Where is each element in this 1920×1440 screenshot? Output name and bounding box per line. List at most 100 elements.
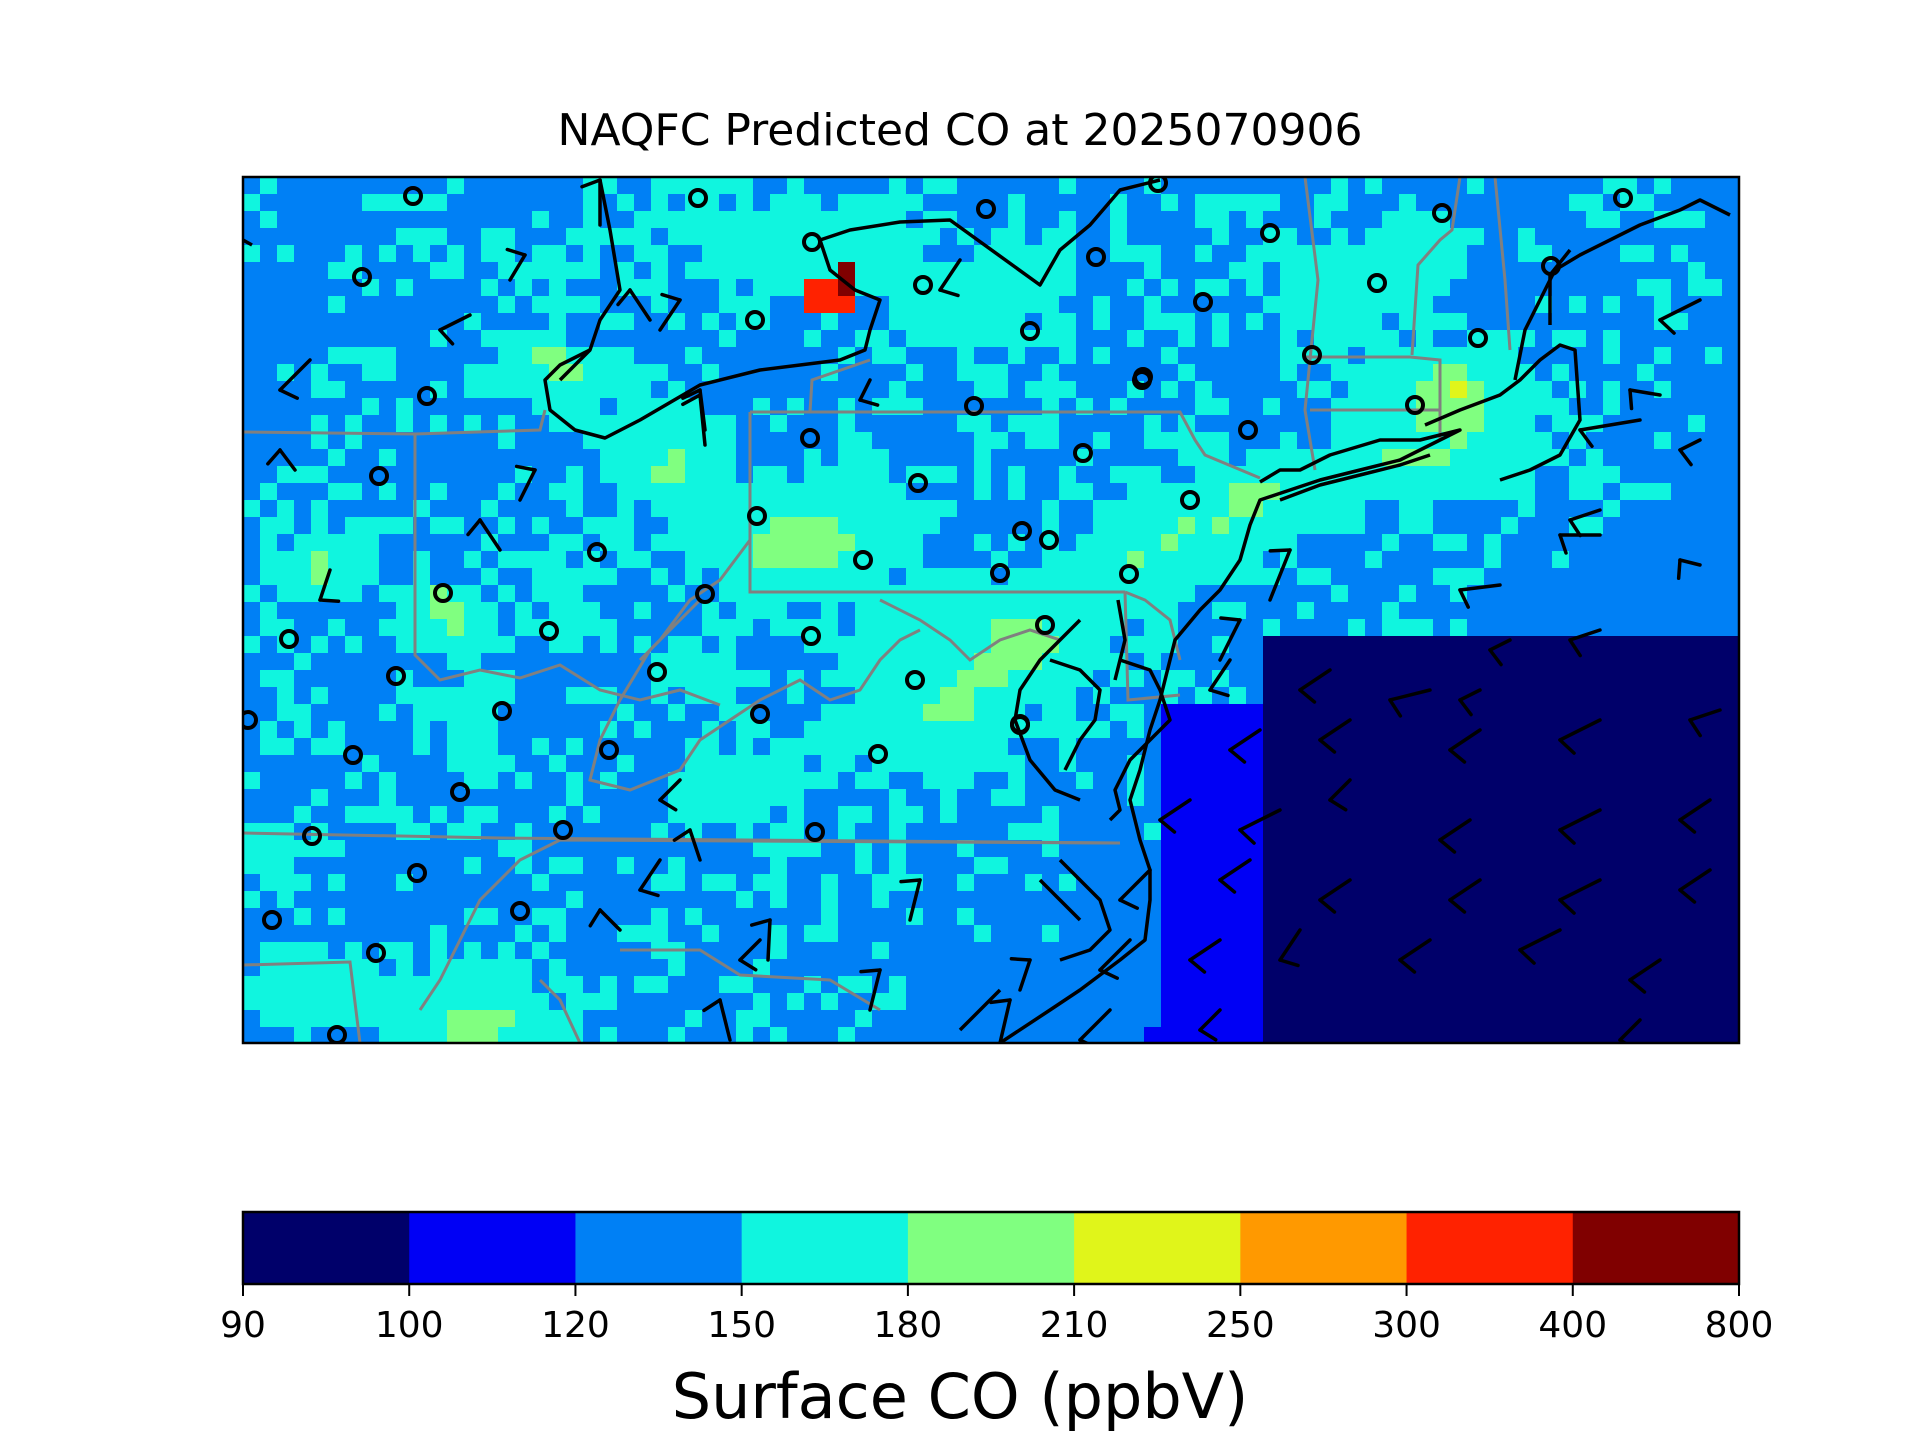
field-cell (668, 806, 686, 824)
monitoring-site-marker (695, 584, 715, 604)
field-cell (974, 738, 992, 756)
field-cell (1637, 908, 1655, 926)
field-cell (1518, 432, 1536, 450)
field-cell (1263, 279, 1281, 297)
field-cell (1535, 789, 1553, 807)
field-cell (447, 398, 465, 416)
field-cell (447, 687, 465, 705)
field-cell (1620, 398, 1638, 416)
field-cell (532, 1027, 550, 1043)
field-cell (1586, 1010, 1604, 1028)
field-cell (685, 211, 703, 229)
coastlines (243, 178, 1731, 1043)
monitoring-site-marker (352, 267, 372, 287)
field-cell (719, 976, 737, 994)
field-cell (1127, 670, 1145, 688)
field-cell (1501, 568, 1519, 586)
field-cell (1280, 823, 1298, 841)
field-cell (1535, 415, 1553, 433)
field-cell (345, 619, 363, 637)
field-cell (1042, 313, 1060, 331)
field-cell (1586, 976, 1604, 994)
monitoring-site-marker (1035, 615, 1055, 635)
field-cell (1654, 704, 1672, 722)
field-cell (1535, 721, 1553, 739)
field-cell (1314, 1027, 1332, 1043)
field-cell (1450, 551, 1468, 569)
field-cell (1620, 483, 1638, 501)
field-cell (1025, 840, 1043, 858)
monitoring-site-marker (1010, 714, 1030, 734)
field-cell (549, 211, 567, 229)
field-cell (1229, 262, 1247, 280)
field-cell (1518, 789, 1536, 807)
field-cell (906, 330, 924, 348)
field-cell (515, 653, 533, 671)
field-cell (1280, 993, 1298, 1011)
field-cell (1348, 551, 1366, 569)
field-cell (1008, 823, 1026, 841)
field-cell (872, 517, 890, 535)
field-cell (1195, 738, 1213, 756)
field-cell (1093, 177, 1111, 195)
field-cell (1450, 364, 1468, 382)
field-cell (1671, 364, 1689, 382)
field-cell (260, 568, 278, 586)
field-cell (1501, 959, 1519, 977)
field-cell (685, 1010, 703, 1028)
field-cell (1501, 228, 1519, 246)
field-cell (1722, 398, 1739, 416)
field-cell (957, 772, 975, 790)
field-cell (1195, 823, 1213, 841)
field-cell (923, 925, 941, 943)
field-cell (1365, 330, 1383, 348)
field-cell (634, 755, 652, 773)
field-cell (617, 653, 635, 671)
field-cell (566, 857, 584, 875)
field-cell (481, 602, 499, 620)
field-cell (1025, 228, 1043, 246)
field-cell (1467, 228, 1485, 246)
field-cell (838, 483, 856, 501)
field-cell (600, 568, 618, 586)
field-cell (1552, 721, 1570, 739)
field-cell (1382, 942, 1400, 960)
field-cell (1552, 364, 1570, 382)
field-cell (1178, 738, 1196, 756)
field-cell (1484, 619, 1502, 637)
field-cell (1144, 551, 1162, 569)
field-cell (1535, 534, 1553, 552)
field-cell (974, 177, 992, 195)
field-cell (1637, 534, 1655, 552)
field-cell (651, 959, 669, 977)
field-cell (821, 432, 839, 450)
field-cell (1280, 347, 1298, 365)
field-cell (1161, 432, 1179, 450)
field-cell (804, 262, 822, 280)
field-cell (1093, 993, 1111, 1011)
field-cell (430, 721, 448, 739)
field-cell (1331, 1027, 1349, 1043)
field-cell (1569, 755, 1587, 773)
field-cell (1688, 993, 1706, 1011)
field-cell (1025, 942, 1043, 960)
field-cell (1501, 500, 1519, 518)
field-cell (940, 959, 958, 977)
field-cell (889, 789, 907, 807)
field-cell (1263, 840, 1281, 858)
field-cell (685, 228, 703, 246)
field-cell (260, 874, 278, 892)
field-cell (1093, 483, 1111, 501)
field-cell (1127, 993, 1145, 1011)
field-cell (1008, 942, 1026, 960)
field-cell (600, 653, 618, 671)
field-cell (1161, 925, 1179, 943)
field-cell (974, 704, 992, 722)
field-cell (362, 789, 380, 807)
field-cell (1399, 976, 1417, 994)
field-cell (719, 500, 737, 518)
field-cell (430, 194, 448, 212)
field-cell (294, 194, 312, 212)
field-cell (1535, 330, 1553, 348)
field-cell (634, 670, 652, 688)
